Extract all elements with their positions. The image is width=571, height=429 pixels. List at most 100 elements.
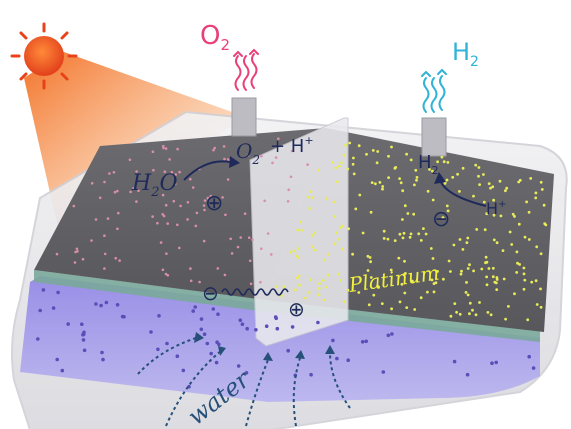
particle (468, 301, 472, 305)
particle (468, 263, 471, 267)
water-arrowheads (194, 332, 335, 361)
particle (475, 228, 479, 231)
particle (217, 342, 221, 347)
particle (412, 212, 416, 216)
particle (422, 227, 425, 231)
particle (38, 308, 42, 313)
particle (485, 275, 488, 279)
particle (386, 237, 390, 241)
particle (166, 274, 170, 277)
particle (466, 267, 470, 270)
particle (135, 170, 138, 173)
particle (335, 356, 339, 361)
particle (525, 200, 528, 204)
particle (322, 298, 326, 302)
particle (251, 238, 254, 242)
particle (432, 290, 436, 294)
particle (116, 189, 119, 193)
particle (159, 241, 163, 244)
particle (535, 245, 539, 249)
particle (515, 250, 519, 254)
particle (99, 303, 103, 308)
particle (264, 324, 269, 329)
particle (413, 183, 416, 187)
particle (113, 190, 117, 194)
particle (309, 372, 313, 377)
particle (309, 190, 313, 194)
particle (403, 259, 406, 263)
particle (189, 267, 192, 270)
particle (334, 231, 338, 235)
particle (417, 232, 421, 236)
particle (203, 208, 206, 212)
particle (186, 218, 189, 221)
particle (36, 337, 40, 341)
particle (149, 330, 153, 334)
particle (492, 198, 495, 202)
particle (360, 340, 365, 344)
particle (178, 170, 181, 174)
particle (263, 199, 267, 203)
particle (286, 200, 290, 203)
particle (202, 204, 206, 207)
particle (504, 189, 507, 193)
particle (517, 222, 521, 226)
particle (73, 261, 77, 264)
particle (491, 185, 495, 189)
particle (274, 156, 278, 159)
particle (66, 322, 70, 326)
particle (404, 272, 407, 275)
particle (116, 227, 119, 231)
particle (414, 168, 418, 172)
particle (189, 279, 193, 283)
platinum-particles (275, 141, 548, 322)
particle (390, 307, 393, 311)
particle (157, 314, 161, 318)
particle (403, 291, 407, 295)
particle (194, 224, 198, 228)
particle (254, 328, 258, 332)
particle (41, 288, 46, 292)
particle (275, 326, 280, 331)
particle (244, 371, 249, 375)
particle (530, 280, 534, 284)
particle (295, 276, 299, 280)
particle (282, 285, 286, 289)
particle (333, 242, 337, 246)
particle (51, 306, 56, 310)
particle (405, 152, 408, 156)
particle (351, 162, 355, 166)
particle (484, 255, 488, 259)
particle (80, 322, 84, 327)
particle (415, 176, 419, 179)
particle (179, 204, 182, 208)
particle (243, 212, 247, 215)
particle (484, 261, 487, 265)
particle (527, 354, 531, 359)
particle (333, 215, 337, 218)
particle (487, 267, 491, 270)
particle (266, 232, 270, 235)
particle (118, 259, 121, 262)
particle (90, 239, 93, 242)
particle (161, 193, 165, 197)
particle (398, 300, 402, 304)
particle (542, 203, 546, 207)
particle (526, 318, 530, 322)
particle (354, 207, 358, 211)
particle (361, 231, 365, 235)
particle (352, 172, 356, 176)
particle (459, 272, 463, 276)
particle (507, 305, 510, 308)
particle (431, 198, 435, 202)
particle (72, 204, 76, 208)
particle (344, 143, 347, 147)
particle (260, 154, 263, 158)
particle (431, 169, 434, 173)
particle (409, 232, 413, 236)
particle (426, 189, 430, 193)
particle (211, 307, 216, 311)
particle (372, 293, 376, 297)
particle (226, 178, 230, 181)
particle (368, 256, 372, 259)
